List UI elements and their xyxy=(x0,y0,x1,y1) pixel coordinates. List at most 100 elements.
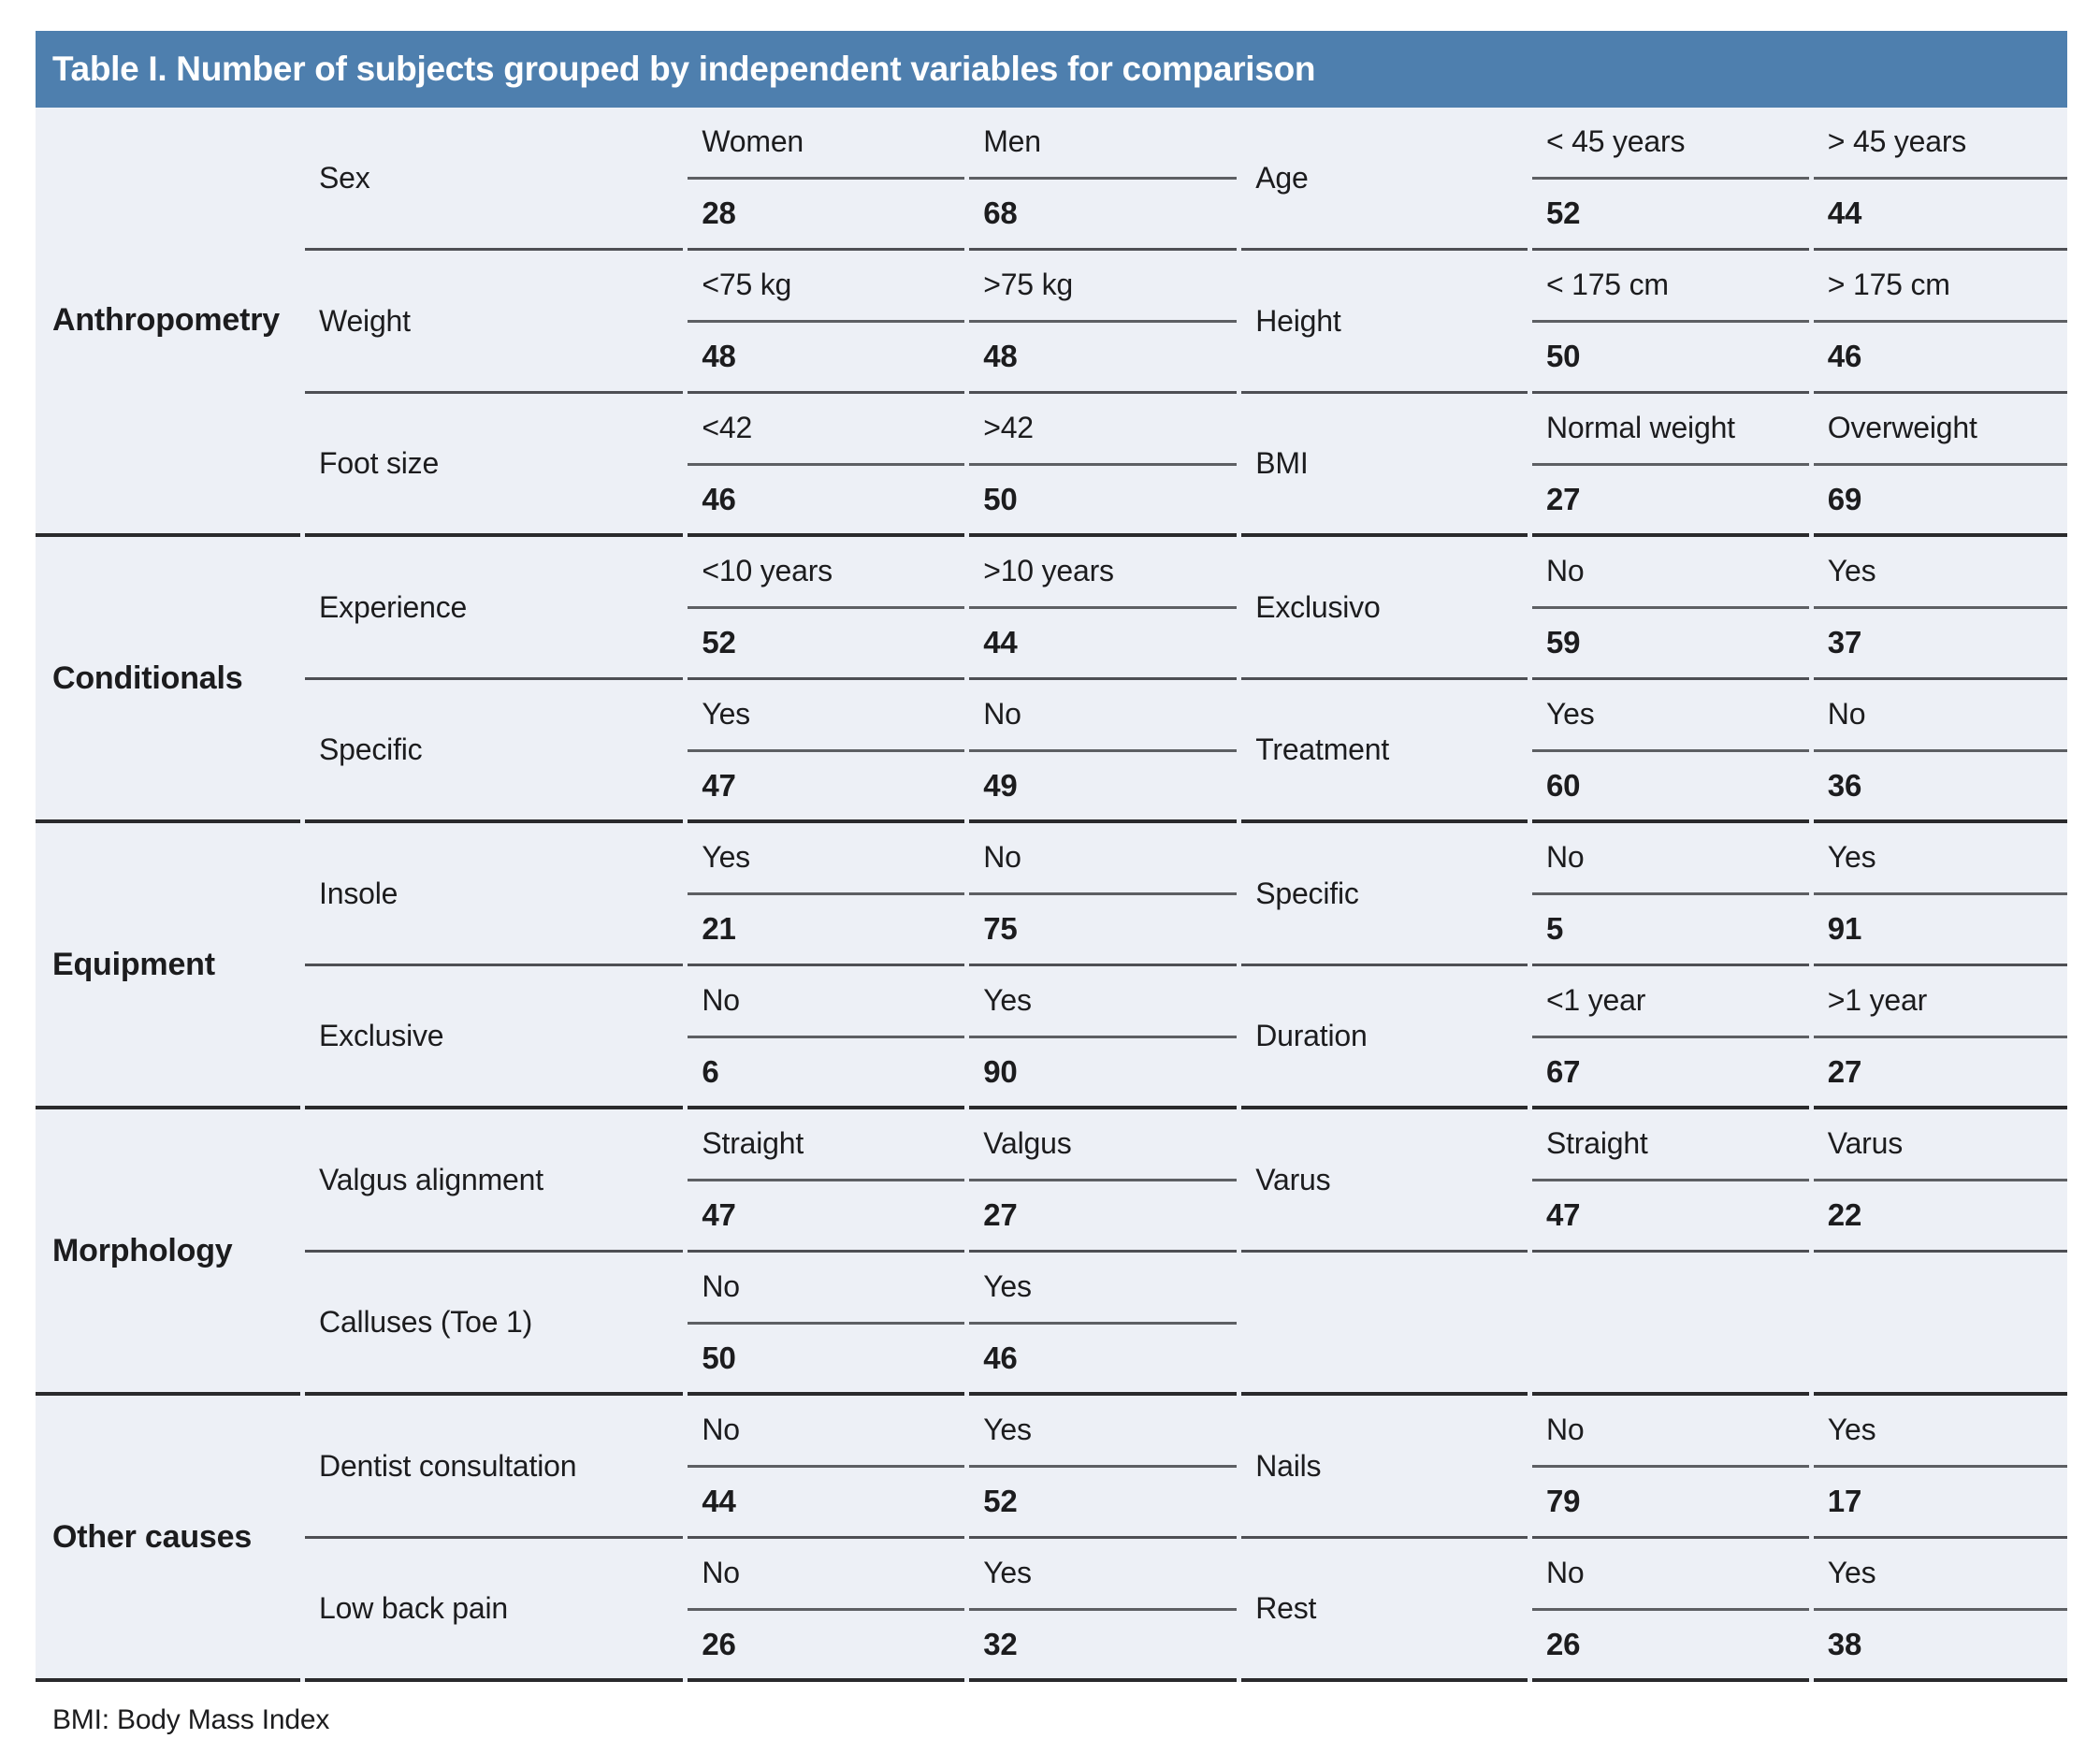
category-label: Yes xyxy=(1813,1396,2067,1468)
count-value: 52 xyxy=(688,609,965,680)
category-label: Yes xyxy=(969,1253,1238,1325)
count-value: 75 xyxy=(969,895,1238,966)
category-label: No xyxy=(1531,1396,1809,1468)
variable-name: Height xyxy=(1241,251,1528,394)
variable-name: BMI xyxy=(1241,394,1528,537)
variable-name: Experience xyxy=(305,537,684,680)
count-value: 27 xyxy=(1813,1038,2067,1109)
category-label: <1 year xyxy=(1531,966,1809,1038)
count-value: 69 xyxy=(1813,466,2067,537)
category-label: Yes xyxy=(1531,680,1809,752)
category-label: Yes xyxy=(1813,537,2067,609)
count-value: 47 xyxy=(688,1181,965,1253)
count-value: 52 xyxy=(969,1468,1238,1539)
count-value: 46 xyxy=(688,466,965,537)
category-label: No xyxy=(969,680,1238,752)
count-value: 50 xyxy=(688,1325,965,1396)
category-label: < 45 years xyxy=(1531,108,1809,180)
category-label: Yes xyxy=(969,1539,1238,1611)
count-value: 68 xyxy=(969,180,1238,251)
variable-name xyxy=(1241,1253,1528,1396)
group-name: Morphology xyxy=(36,1109,301,1396)
count-value: 22 xyxy=(1813,1181,2067,1253)
variable-name: Specific xyxy=(1241,823,1528,966)
table-footnote: BMI: Body Mass Index xyxy=(52,1704,330,1735)
category-label: Straight xyxy=(688,1109,965,1181)
count-value: 6 xyxy=(688,1038,965,1109)
count-value: 50 xyxy=(969,466,1238,537)
count-value: 37 xyxy=(1813,609,2067,680)
category-label: No xyxy=(688,1539,965,1611)
count-value: 50 xyxy=(1531,323,1809,394)
category-label: >75 kg xyxy=(969,251,1238,323)
group-name: Other causes xyxy=(36,1396,301,1682)
count-value: 5 xyxy=(1531,895,1809,966)
variable-name: Rest xyxy=(1241,1539,1528,1682)
category-label: Yes xyxy=(1813,823,2067,895)
count-value: 21 xyxy=(688,895,965,966)
category-label: >10 years xyxy=(969,537,1238,609)
category-label: No xyxy=(688,966,965,1038)
table-title-bar: Table I. Number of subjects grouped by i… xyxy=(36,31,2067,108)
category-label: Varus xyxy=(1813,1109,2067,1181)
count-value: 46 xyxy=(1813,323,2067,394)
count-value: 91 xyxy=(1813,895,2067,966)
count-value: 44 xyxy=(969,609,1238,680)
category-label: Valgus xyxy=(969,1109,1238,1181)
count-value: 67 xyxy=(1531,1038,1809,1109)
category-label: Yes xyxy=(688,823,965,895)
count-value: 26 xyxy=(1531,1611,1809,1682)
category-label: > 45 years xyxy=(1813,108,2067,180)
count-value: 38 xyxy=(1813,1611,2067,1682)
count-value: 44 xyxy=(688,1468,965,1539)
count-value: 52 xyxy=(1531,180,1809,251)
category-label: >1 year xyxy=(1813,966,2067,1038)
category-label: Yes xyxy=(688,680,965,752)
count-value: 79 xyxy=(1531,1468,1809,1539)
count-value: 47 xyxy=(1531,1181,1809,1253)
count-value: 26 xyxy=(688,1611,965,1682)
category-label: < 175 cm xyxy=(1531,251,1809,323)
count-value: 27 xyxy=(1531,466,1809,537)
count-value: 27 xyxy=(969,1181,1238,1253)
count-value: 46 xyxy=(969,1325,1238,1396)
variable-name: Low back pain xyxy=(305,1539,684,1682)
variable-name: Age xyxy=(1241,108,1528,251)
category-label: No xyxy=(1531,537,1809,609)
variable-name: Varus xyxy=(1241,1109,1528,1253)
count-value: 17 xyxy=(1813,1468,2067,1539)
subjects-table: Anthropometry Sex Women Men 28 68 Age < 45 year… xyxy=(36,108,2067,1682)
variable-name: Dentist consultation xyxy=(305,1396,684,1539)
count-value: 59 xyxy=(1531,609,1809,680)
category-label: No xyxy=(688,1396,965,1468)
count-value: 32 xyxy=(969,1611,1238,1682)
category-label: Yes xyxy=(1813,1539,2067,1611)
group-name: Anthropometry xyxy=(36,108,301,537)
category-label: <75 kg xyxy=(688,251,965,323)
category-label: Yes xyxy=(969,966,1238,1038)
table-title: Table I. Number of subjects grouped by i… xyxy=(52,50,1316,88)
variable-name: Exclusive xyxy=(305,966,684,1109)
variable-name: Treatment xyxy=(1241,680,1528,823)
category-label: <42 xyxy=(688,394,965,466)
category-label: > 175 cm xyxy=(1813,251,2067,323)
variable-name: Calluses (Toe 1) xyxy=(305,1253,684,1396)
category-label: >42 xyxy=(969,394,1238,466)
count-value xyxy=(1813,1325,2067,1396)
variable-name: Foot size xyxy=(305,394,684,537)
category-label: Yes xyxy=(969,1396,1238,1468)
category-label xyxy=(1814,1253,2067,1325)
group-name: Conditionals xyxy=(36,537,301,823)
count-value: 48 xyxy=(969,323,1238,394)
category-label: <10 years xyxy=(688,537,965,609)
category-label: Normal weight xyxy=(1531,394,1809,466)
variable-name: Exclusivo xyxy=(1241,537,1528,680)
group-name: Equipment xyxy=(36,823,301,1109)
count-value: 47 xyxy=(688,752,965,823)
category-label: No xyxy=(1531,1539,1809,1611)
variable-name: Sex xyxy=(305,108,684,251)
category-label: No xyxy=(1531,823,1809,895)
category-label: No xyxy=(688,1253,965,1325)
count-value: 49 xyxy=(969,752,1238,823)
count-value: 36 xyxy=(1813,752,2067,823)
